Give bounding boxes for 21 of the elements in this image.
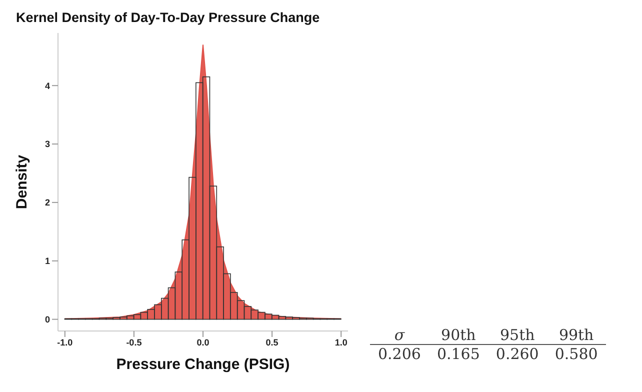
- category-label: 99th: [558, 326, 595, 344]
- category-label: 95th: [498, 326, 536, 344]
- x-tick-label: 0.0: [196, 337, 210, 348]
- y-tick-label: 1: [44, 256, 50, 266]
- text: 0.206: [378, 345, 421, 363]
- y-tick-label: 0: [44, 314, 50, 325]
- y-tick-label: 4: [44, 80, 50, 91]
- y-tick-label: 3: [44, 139, 50, 150]
- x-tick-label: -1.0: [57, 337, 73, 348]
- y-tick-label: 2: [44, 198, 50, 208]
- x-tick-label: 1.0: [334, 337, 348, 348]
- text: 0.580: [554, 345, 598, 363]
- text: 0.260: [496, 345, 539, 363]
- text: 0.165: [436, 345, 480, 363]
- x-tick-label: -0.5: [126, 337, 142, 348]
- x-tick-label: 0.5: [266, 337, 278, 348]
- y-axis-title: Density: [13, 154, 30, 210]
- x-axis-title: Pressure Change (PSIG): [116, 356, 290, 373]
- chart-title: Kernel Density of Day-To-Day Pressure Change: [15, 9, 321, 27]
- category-label: 90th: [440, 326, 477, 344]
- category-label: σ: [393, 326, 406, 344]
